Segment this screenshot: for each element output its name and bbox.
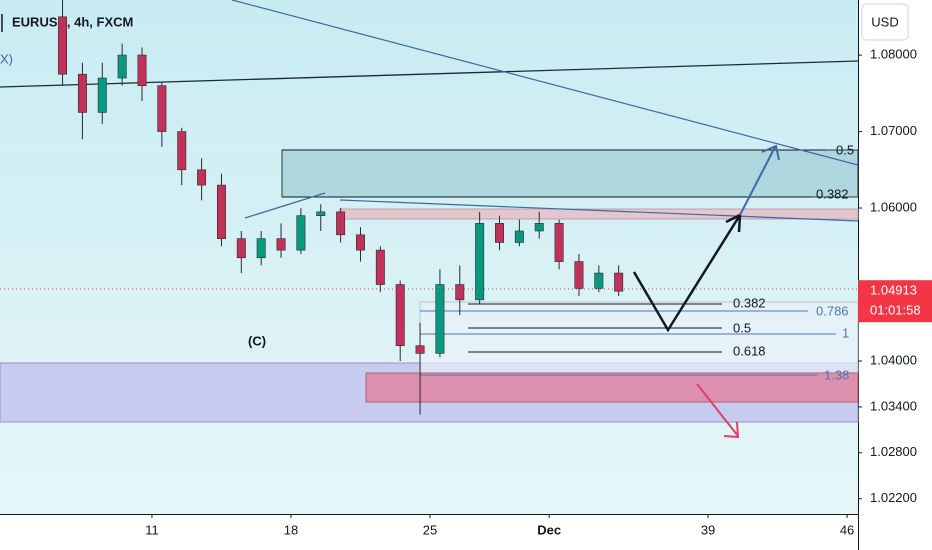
currency-box[interactable]	[861, 3, 909, 41]
candle-body	[256, 238, 266, 259]
trend-line	[231, 0, 859, 166]
legend-fragment: X)	[0, 51, 13, 66]
candle-body	[356, 234, 365, 251]
y-tick-label: 1.08000	[870, 47, 917, 62]
y-tick-label: 1.02200	[870, 490, 917, 505]
price-marker	[858, 280, 932, 323]
fib-label: 1.38	[824, 367, 849, 382]
upper-zone	[281, 149, 859, 198]
trend-line	[244, 192, 326, 219]
projection-arrow	[632, 214, 742, 333]
x-tick-label: 11	[145, 522, 159, 537]
x-tick-label: 46	[840, 522, 854, 537]
x-tick-label: 39	[701, 522, 715, 537]
x-tick-label: 18	[284, 522, 298, 537]
currency-label[interactable]: USD	[871, 14, 898, 29]
candle-body	[77, 73, 87, 113]
candle-body	[117, 54, 127, 79]
candle-body	[455, 284, 465, 301]
candle-body	[435, 284, 445, 354]
candle-body	[534, 223, 544, 232]
y-tick-label: 1.07000	[870, 123, 917, 138]
projection-arrow	[739, 146, 776, 216]
candle-body	[157, 85, 167, 132]
chart-title: EURUSD, 4h, FXCM	[12, 14, 133, 29]
candle-body	[554, 223, 564, 262]
candle-body	[395, 284, 405, 347]
fib-label: 1	[842, 325, 849, 340]
candle-body	[97, 77, 107, 113]
candle-body	[316, 211, 326, 216]
candle-body	[614, 272, 624, 292]
arrow-head	[761, 144, 780, 161]
y-tick-label: 1.02800	[870, 444, 917, 459]
countdown-label: 01:01:58	[870, 303, 921, 318]
candle-body	[177, 131, 187, 171]
y-tick-label: 1.03400	[870, 398, 917, 413]
candle-body	[197, 169, 207, 186]
price-axis-panel	[858, 0, 932, 550]
drawings	[0, 0, 859, 439]
candle-body	[514, 230, 524, 243]
candle-body	[336, 211, 346, 236]
candle-body	[594, 272, 604, 289]
candle-body	[236, 238, 246, 259]
y-tick-label: 1.04000	[870, 352, 917, 367]
candles	[58, 0, 624, 415]
candle-body	[58, 16, 68, 75]
candle-body	[574, 261, 584, 289]
candle-body	[216, 184, 226, 239]
time-axis-panel	[0, 514, 858, 550]
x-tick-label: Dec	[537, 522, 561, 537]
candle-body	[495, 223, 504, 243]
fib-label: 0.5	[733, 320, 751, 335]
arrow-head	[723, 421, 740, 439]
fib-label: 0.5	[836, 142, 854, 157]
fib-box	[419, 301, 859, 376]
fib-label: 0.618	[733, 343, 766, 358]
candle-body	[137, 54, 147, 86]
x-tick-label: 25	[423, 522, 437, 537]
fib-label: 0.786	[816, 303, 849, 318]
wave-label: (C)	[248, 333, 266, 348]
candle-body	[415, 345, 425, 354]
y-tick-label: 1.06000	[870, 199, 917, 214]
price-label: 1.04913	[870, 283, 917, 298]
trend-line	[339, 199, 859, 222]
projection-arrow	[696, 383, 739, 437]
candle-body	[276, 238, 286, 251]
fib-label: 0.382	[816, 186, 849, 201]
candle-body	[296, 215, 306, 251]
target-zone	[365, 372, 859, 403]
candle-body	[375, 249, 385, 285]
candle-body	[475, 223, 485, 301]
fib-label: 0.382	[733, 295, 766, 310]
